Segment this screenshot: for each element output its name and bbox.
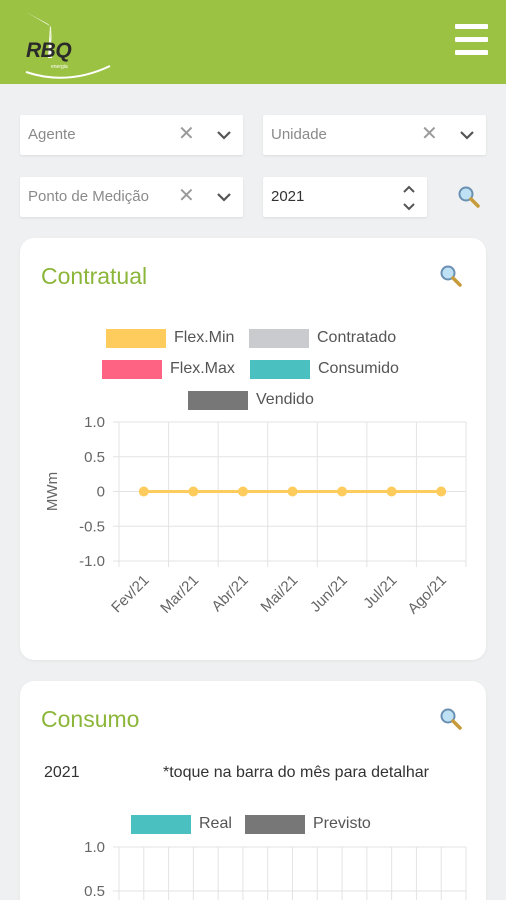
clear-icon[interactable]: ✕ <box>421 123 438 145</box>
legend-real[interactable]: Real <box>131 814 232 834</box>
legend-swatch <box>245 814 305 834</box>
logo-subtext: energia <box>51 64 68 70</box>
consumo-year: 2021 <box>44 764 80 781</box>
logo-text: RBQ <box>26 39 72 62</box>
ponto-placeholder: Ponto de Medição <box>28 188 149 205</box>
search-icon[interactable] <box>439 707 463 731</box>
data-point[interactable] <box>188 486 199 497</box>
y-tick-label: 0.5 <box>84 883 105 900</box>
legend-label: Vendido <box>256 391 314 408</box>
chevron-down-icon[interactable] <box>216 189 232 205</box>
y-tick-label: 1.0 <box>84 839 105 856</box>
legend-flex-max[interactable]: Flex.Max <box>102 359 235 379</box>
contratual-title: Contratual <box>41 263 148 289</box>
consumo-bar-chart[interactable]: 1.0 0.5 <box>20 681 486 900</box>
hamburger-menu-icon[interactable] <box>455 24 488 56</box>
y-tick-label: 0.5 <box>84 449 105 466</box>
consumo-title: Consumo <box>41 706 140 732</box>
legend-swatch <box>188 390 248 410</box>
chevron-down-icon[interactable] <box>459 127 475 143</box>
legend-swatch <box>249 328 309 348</box>
clear-icon[interactable]: ✕ <box>178 185 195 207</box>
ponto-medicao-select[interactable]: Ponto de Medição ✕ <box>20 177 243 217</box>
agente-select[interactable]: Agente ✕ <box>20 115 243 155</box>
app-header: RBQ energia <box>0 0 506 84</box>
agente-placeholder: Agente <box>28 126 76 143</box>
x-tick-label: Abr/21 <box>208 572 251 615</box>
data-point[interactable] <box>138 486 149 497</box>
year-value: 2021 <box>271 188 305 205</box>
legend-label: Real <box>199 815 232 832</box>
x-tick-label: Mai/21 <box>257 572 301 616</box>
year-input[interactable]: 2021 <box>263 177 427 217</box>
search-icon[interactable] <box>439 264 463 288</box>
y-tick-label: -1.0 <box>79 553 105 570</box>
data-point[interactable] <box>386 486 397 497</box>
legend-previsto[interactable]: Previsto <box>245 814 371 834</box>
rbq-logo <box>18 8 118 80</box>
unidade-placeholder: Unidade <box>271 126 327 143</box>
x-tick-label: Fev/21 <box>108 572 152 616</box>
x-tick-label: Jul/21 <box>360 572 400 612</box>
y-tick-label: -0.5 <box>79 518 105 535</box>
chart-grid <box>113 846 467 900</box>
chevron-down-icon[interactable] <box>216 127 232 143</box>
contratual-line-chart[interactable]: 1.0 0.5 0 -0.5 -1.0 Fev/21 Mar/21 Abr/21 Mai/21… <box>20 238 486 660</box>
x-tick-label: Mar/21 <box>157 572 202 617</box>
legend-vendido[interactable]: Vendido <box>188 390 314 410</box>
data-point[interactable] <box>237 486 248 497</box>
x-axis-ticks: Fev/21 Mar/21 Abr/21 Mai/21 Jun/21 Jul/21 Ago/… <box>108 572 450 618</box>
series-flex-min[interactable] <box>138 486 447 497</box>
data-point[interactable] <box>287 486 298 497</box>
x-tick-label: Ago/21 <box>404 572 450 618</box>
year-stepper-icon[interactable] <box>402 181 416 215</box>
legend-contratado[interactable]: Contratado <box>249 328 396 348</box>
y-axis-label: MWm <box>44 472 61 511</box>
y-tick-label: 1.0 <box>84 414 105 431</box>
legend-swatch <box>106 328 166 348</box>
data-point[interactable] <box>337 486 348 497</box>
consumo-tip: *toque na barra do mês para detalhar <box>163 764 429 781</box>
legend-swatch <box>131 814 191 834</box>
y-tick-label: 0 <box>97 484 105 501</box>
x-tick-label: Jun/21 <box>307 572 351 616</box>
legend-flex-min[interactable]: Flex.Min <box>106 328 234 348</box>
contratual-card: Contratual Flex.Min Contratado Flex.Max … <box>20 238 486 660</box>
legend-consumido[interactable]: Consumido <box>250 359 399 379</box>
search-icon[interactable] <box>457 185 481 209</box>
data-point[interactable] <box>436 486 447 497</box>
unidade-select[interactable]: Unidade ✕ <box>263 115 486 155</box>
legend-label: Flex.Min <box>174 329 235 346</box>
consumo-card: Consumo 2021 *toque na barra do mês para… <box>20 681 486 900</box>
y-axis-ticks: 1.0 0.5 0 -0.5 -1.0 <box>79 414 105 570</box>
legend-label: Previsto <box>313 815 371 832</box>
legend-swatch <box>102 359 162 379</box>
y-axis-ticks: 1.0 0.5 <box>84 839 105 900</box>
legend-label: Consumido <box>318 360 399 377</box>
legend-label: Flex.Max <box>170 360 235 377</box>
legend-swatch <box>250 359 310 379</box>
clear-icon[interactable]: ✕ <box>178 123 195 145</box>
legend-label: Contratado <box>317 329 397 346</box>
wind-turbine-icon <box>25 12 111 79</box>
